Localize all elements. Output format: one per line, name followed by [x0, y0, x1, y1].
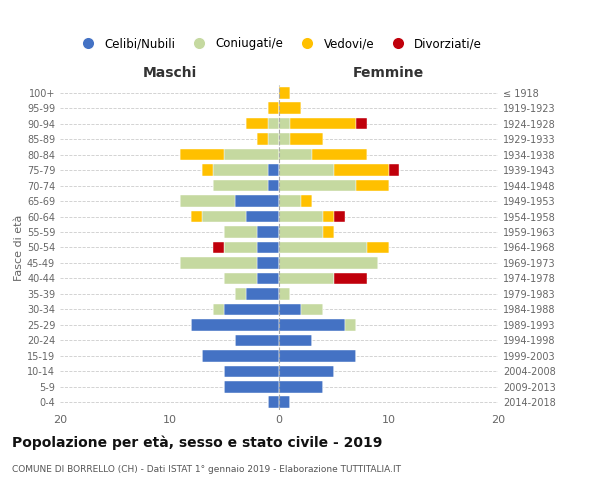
Text: COMUNE DI BORRELLO (CH) - Dati ISTAT 1° gennaio 2019 - Elaborazione TUTTITALIA.I: COMUNE DI BORRELLO (CH) - Dati ISTAT 1° … [12, 465, 401, 474]
Bar [334, 272, 367, 284]
Bar [356, 118, 367, 130]
Bar [181, 257, 257, 269]
Bar [279, 134, 290, 145]
Bar [235, 334, 279, 346]
Y-axis label: Fasce di età: Fasce di età [14, 214, 24, 280]
Bar [202, 164, 214, 176]
Bar [224, 242, 257, 254]
Bar [191, 210, 202, 222]
Bar [279, 242, 367, 254]
Bar [279, 272, 334, 284]
Bar [323, 226, 334, 238]
Bar [268, 118, 279, 130]
Bar [345, 319, 356, 330]
Bar [279, 319, 345, 330]
Bar [279, 196, 301, 207]
Bar [279, 304, 301, 315]
Bar [290, 134, 323, 145]
Bar [279, 396, 290, 408]
Bar [246, 210, 279, 222]
Bar [312, 149, 367, 160]
Bar [268, 396, 279, 408]
Bar [214, 180, 268, 192]
Text: Maschi: Maschi [142, 66, 197, 80]
Bar [367, 242, 389, 254]
Bar [279, 164, 334, 176]
Bar [279, 366, 334, 377]
Bar [279, 288, 290, 300]
Bar [334, 210, 344, 222]
Bar [202, 210, 246, 222]
Bar [279, 381, 323, 392]
Bar [224, 149, 279, 160]
Bar [279, 350, 356, 362]
Text: Femmine: Femmine [353, 66, 424, 80]
Bar [257, 257, 279, 269]
Bar [214, 242, 224, 254]
Bar [323, 210, 334, 222]
Bar [224, 381, 279, 392]
Bar [268, 180, 279, 192]
Bar [214, 164, 268, 176]
Bar [181, 149, 224, 160]
Bar [268, 164, 279, 176]
Bar [334, 164, 389, 176]
Bar [301, 196, 312, 207]
Bar [257, 226, 279, 238]
Bar [279, 149, 312, 160]
Bar [279, 87, 290, 99]
Bar [279, 180, 356, 192]
Bar [235, 288, 246, 300]
Bar [268, 102, 279, 114]
Bar [224, 272, 257, 284]
Bar [279, 118, 290, 130]
Bar [279, 210, 323, 222]
Bar [224, 304, 279, 315]
Bar [191, 319, 279, 330]
Bar [224, 366, 279, 377]
Bar [246, 288, 279, 300]
Bar [202, 350, 279, 362]
Bar [257, 272, 279, 284]
Bar [279, 226, 323, 238]
Bar [257, 242, 279, 254]
Bar [214, 304, 224, 315]
Bar [268, 134, 279, 145]
Bar [246, 118, 268, 130]
Text: Popolazione per età, sesso e stato civile - 2019: Popolazione per età, sesso e stato civil… [12, 435, 382, 450]
Bar [224, 226, 257, 238]
Bar [290, 118, 356, 130]
Bar [181, 196, 235, 207]
Bar [235, 196, 279, 207]
Bar [279, 334, 312, 346]
Bar [279, 257, 377, 269]
Bar [389, 164, 400, 176]
Bar [301, 304, 323, 315]
Bar [279, 102, 301, 114]
Bar [356, 180, 389, 192]
Bar [257, 134, 268, 145]
Legend: Celibi/Nubili, Coniugati/e, Vedovi/e, Divorziati/e: Celibi/Nubili, Coniugati/e, Vedovi/e, Di… [71, 32, 487, 55]
